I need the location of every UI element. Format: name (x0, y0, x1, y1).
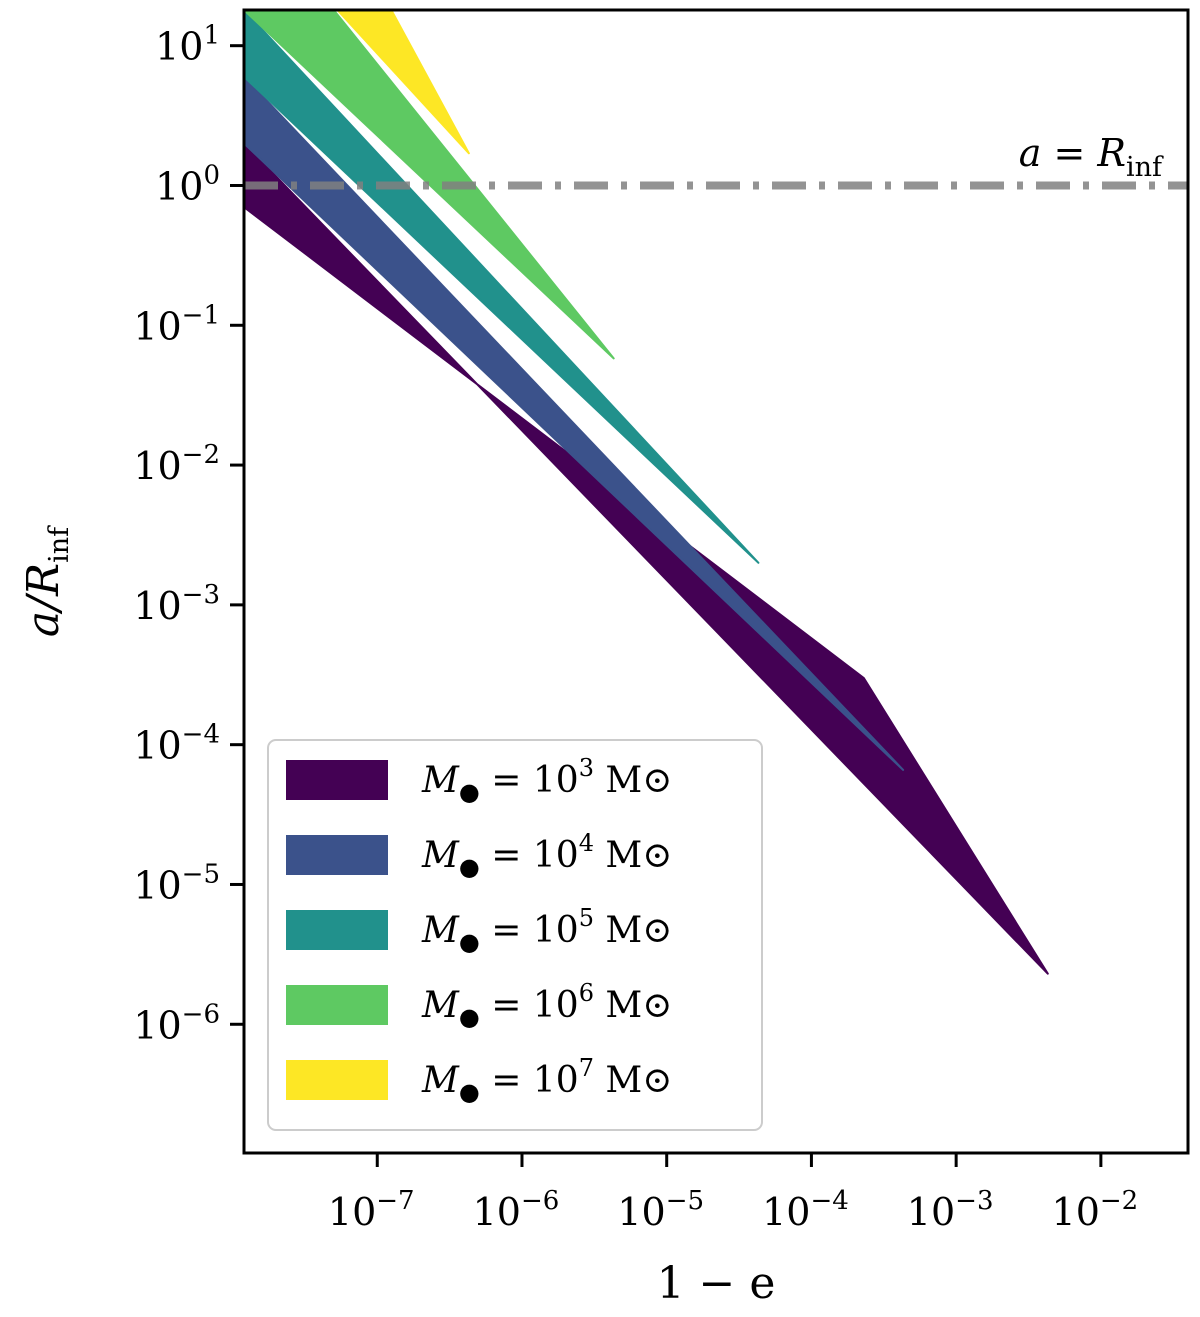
ref-label-sub: inf (1126, 152, 1164, 183)
y-axis-label-sub: inf (44, 525, 75, 563)
y-tick-base: 10 (155, 164, 203, 208)
legend-label-mid: = 10 (480, 985, 579, 1026)
legend-label-exp: 5 (579, 904, 594, 932)
legend-label-exp: 7 (579, 1054, 594, 1082)
x-tick-exp: −4 (810, 1186, 848, 1216)
legend-label-sub: ● (459, 1078, 480, 1106)
axes-frame (242, 8, 1190, 1155)
legend-label-mid: = 10 (480, 835, 579, 876)
band-series-1 (244, 142, 1049, 975)
x-tick-exp: −7 (376, 1186, 414, 1216)
x-tick-base: 10 (473, 1190, 521, 1234)
legend-label-suffix: M⊙ (594, 985, 672, 1026)
x-tick-base: 10 (1052, 1190, 1100, 1234)
legend-swatch (286, 835, 388, 875)
legend-label-sub: ● (459, 853, 480, 881)
y-tick-base: 10 (155, 25, 203, 69)
y-tick-exp: 1 (203, 21, 220, 51)
legend-label-prefix: M (421, 1060, 460, 1101)
legend-label: M● = 107 M⊙ (421, 1054, 672, 1106)
y-tick-base: 10 (133, 584, 181, 628)
y-tick-label: 10−4 (133, 720, 220, 768)
y-tick-exp: −3 (182, 580, 220, 610)
legend-label-mid: = 10 (480, 760, 579, 801)
x-tick-base: 10 (907, 1190, 955, 1234)
x-tick-label: 10−3 (907, 1186, 994, 1234)
legend-label: M● = 106 M⊙ (421, 979, 672, 1031)
x-tick-exp: −6 (521, 1186, 559, 1216)
y-tick-label: 101 (155, 21, 220, 69)
legend-swatch (286, 760, 388, 800)
legend-label-sub: ● (459, 778, 480, 806)
y-tick-base: 10 (133, 304, 181, 348)
x-tick-exp: −2 (1100, 1186, 1138, 1216)
y-tick-label: 100 (155, 160, 220, 208)
y-tick-base: 10 (133, 444, 181, 488)
y-tick-exp: 0 (203, 160, 220, 190)
legend-label-suffix: M⊙ (594, 760, 672, 801)
band-series-3 (244, 10, 760, 564)
legend-swatch (286, 985, 388, 1025)
x-tick-label: 10−2 (1052, 1186, 1139, 1234)
legend-label-mid: = 10 (480, 910, 579, 951)
x-tick-label: 10−4 (762, 1186, 849, 1234)
y-tick-label: 10−3 (133, 580, 220, 628)
legend-swatch (286, 910, 388, 950)
y-tick-label: 10−1 (133, 300, 220, 348)
y-tick-exp: −2 (182, 440, 220, 470)
legend-label: M● = 105 M⊙ (421, 904, 672, 956)
x-tick-exp: −3 (955, 1186, 993, 1216)
legend-label-sub: ● (459, 1003, 480, 1031)
legend-box (267, 739, 763, 1131)
legend-label-suffix: M⊙ (594, 1060, 672, 1101)
legend-label-prefix: M (421, 835, 460, 876)
band-series-5 (336, 10, 470, 155)
x-tick-label: 10−7 (328, 1186, 415, 1234)
legend-label-prefix: M (421, 760, 460, 801)
reference-line-label: a = Rinf (1019, 131, 1164, 183)
legend-label: M● = 104 M⊙ (421, 829, 672, 881)
legend-label: M● = 103 M⊙ (421, 754, 672, 806)
x-tick-label: 10−6 (473, 1186, 560, 1234)
x-tick-base: 10 (328, 1190, 376, 1234)
legend-label-exp: 6 (579, 979, 594, 1007)
x-axis: 10−7 10−6 10−5 10−4 10−3 10−2 (328, 1153, 1138, 1234)
legend-label-suffix: M⊙ (594, 835, 672, 876)
y-tick-label: 10−6 (133, 999, 220, 1047)
ref-label-main: a = R (1019, 131, 1126, 175)
x-tick-label: 10−5 (617, 1186, 704, 1234)
y-tick-base: 10 (133, 1003, 181, 1047)
band-series-2 (244, 75, 905, 771)
legend-label-sub: ● (459, 928, 480, 956)
y-axis-label-main: a/R (18, 563, 69, 637)
legend: M● = 103 M⊙M● = 104 M⊙M● = 105 M⊙M● = 10… (267, 739, 763, 1131)
legend-swatch (286, 1060, 388, 1100)
x-tick-base: 10 (762, 1190, 810, 1234)
y-tick-label: 10−5 (133, 859, 220, 907)
x-tick-base: 10 (617, 1190, 665, 1234)
legend-label-prefix: M (421, 910, 460, 951)
y-tick-exp: −1 (182, 300, 220, 330)
legend-label-suffix: M⊙ (594, 910, 672, 951)
y-tick-base: 10 (133, 724, 181, 768)
x-axis-label: 1 − e (657, 1258, 776, 1309)
legend-label-exp: 4 (579, 829, 594, 857)
legend-label-mid: = 10 (480, 1060, 579, 1101)
y-tick-exp: −4 (182, 720, 220, 750)
x-tick-exp: −5 (666, 1186, 704, 1216)
y-tick-exp: −5 (182, 859, 220, 889)
y-axis-label: a/Rinf (18, 525, 75, 637)
y-tick-label: 10−2 (133, 440, 220, 488)
y-tick-base: 10 (133, 863, 181, 907)
y-tick-exp: −6 (182, 999, 220, 1029)
legend-label-prefix: M (421, 985, 460, 1026)
legend-label-exp: 3 (579, 754, 594, 782)
